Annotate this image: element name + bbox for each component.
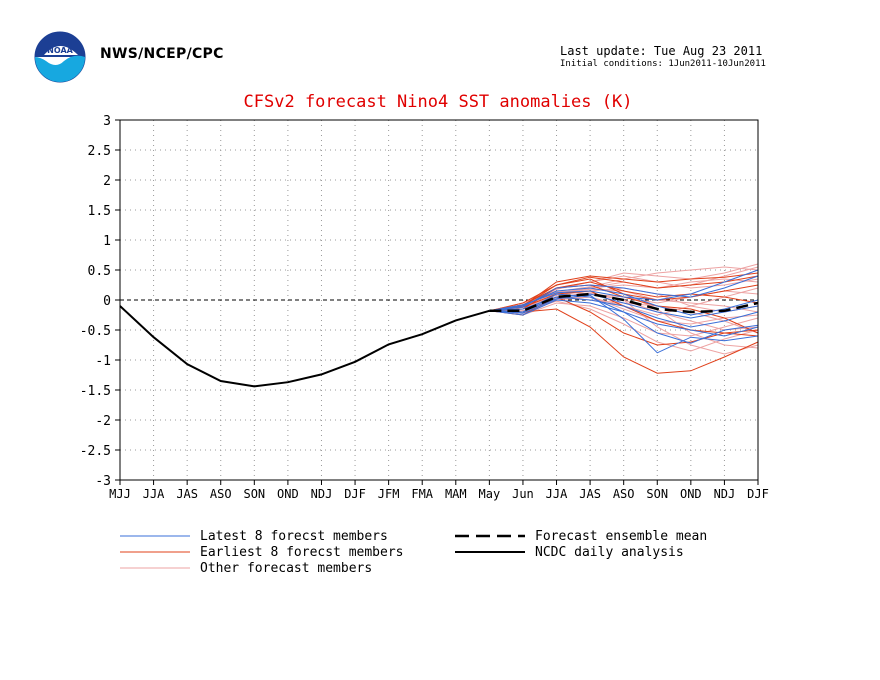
x-tick-label: Jun [512,487,534,501]
legend-label-mean: Forecast ensemble mean [535,529,707,544]
legend-label-earliest: Earliest 8 forecst members [200,545,404,560]
y-tick-label: 1.5 [88,204,111,219]
x-tick-label: JFM [378,487,400,501]
legend-label-other: Other forecast members [200,561,372,576]
latest-member-line [489,269,759,312]
y-tick-label: -1.5 [80,384,111,399]
x-tick-label: May [479,487,501,501]
x-tick-label: MAM [445,487,467,501]
legend: Latest 8 forecst members Earliest 8 fore… [120,529,707,576]
main-series [119,292,759,388]
x-tick-label: NDJ [714,487,736,501]
x-tick-label: NDJ [311,487,333,501]
y-tick-label: -1 [95,354,111,369]
y-axis: 3 2.5 2 1.5 1 0.5 0 -0.5 -1 -1.5 -2 -2.5 -3 [80,114,120,489]
y-tick-label: -2 [95,414,111,429]
x-tick-label: JJA [546,487,568,501]
latest-member-line [489,299,759,337]
last-update: Last update: Tue Aug 23 2011 [560,44,763,58]
y-tick-label: 3 [103,114,111,129]
org-label: NWS/NCEP/CPC [100,46,224,62]
earliest-member-line [489,272,759,312]
x-axis: MJJ JJA JAS ASO SON OND NDJ DJF JFM FMA MAM May Jun J… [109,480,769,501]
x-tick-label: SON [243,487,265,501]
earliest-member-line [489,275,759,312]
x-tick-label: ASO [613,487,635,501]
latest-member-line [489,294,759,354]
ensemble-mean-line [489,292,759,314]
y-tick-label: 0 [103,294,111,309]
y-tick-label: 2.5 [88,144,111,159]
y-tick-label: 0.5 [88,264,111,279]
legend-label-analysis: NCDC daily analysis [535,545,684,560]
y-tick-label: 2 [103,174,111,189]
earliest-member-line [489,308,759,374]
x-tick-label: JAS [579,487,601,501]
logo-text: NOAA [47,46,73,55]
y-tick-label: -2.5 [80,444,111,459]
x-tick-label: JJA [143,487,165,501]
chart-title: CFSv2 forecast Nino4 SST anomalies (K) [244,92,633,112]
analysis-line [119,305,490,388]
earliest-member-line [489,281,759,312]
x-tick-label: OND [680,487,702,501]
grid [120,120,758,480]
y-tick-label: -0.5 [80,324,111,339]
x-tick-label: OND [277,487,299,501]
initial-conditions: Initial conditions: 1Jun2011-10Jun2011 [560,59,766,69]
x-tick-label: DJF [344,487,366,501]
x-tick-label: SON [646,487,668,501]
x-tick-label: DJF [747,487,769,501]
y-tick-label: 1 [103,234,111,249]
noaa-logo: NOAA [34,31,86,83]
x-tick-label: JAS [176,487,198,501]
x-tick-label: ASO [210,487,232,501]
earliest-member-line [489,296,759,346]
member-lines [489,263,759,374]
y-tick-label: -3 [95,474,111,489]
legend-label-latest: Latest 8 forecst members [200,529,388,544]
x-tick-label: FMA [411,487,433,501]
x-tick-label: MJJ [109,487,131,501]
